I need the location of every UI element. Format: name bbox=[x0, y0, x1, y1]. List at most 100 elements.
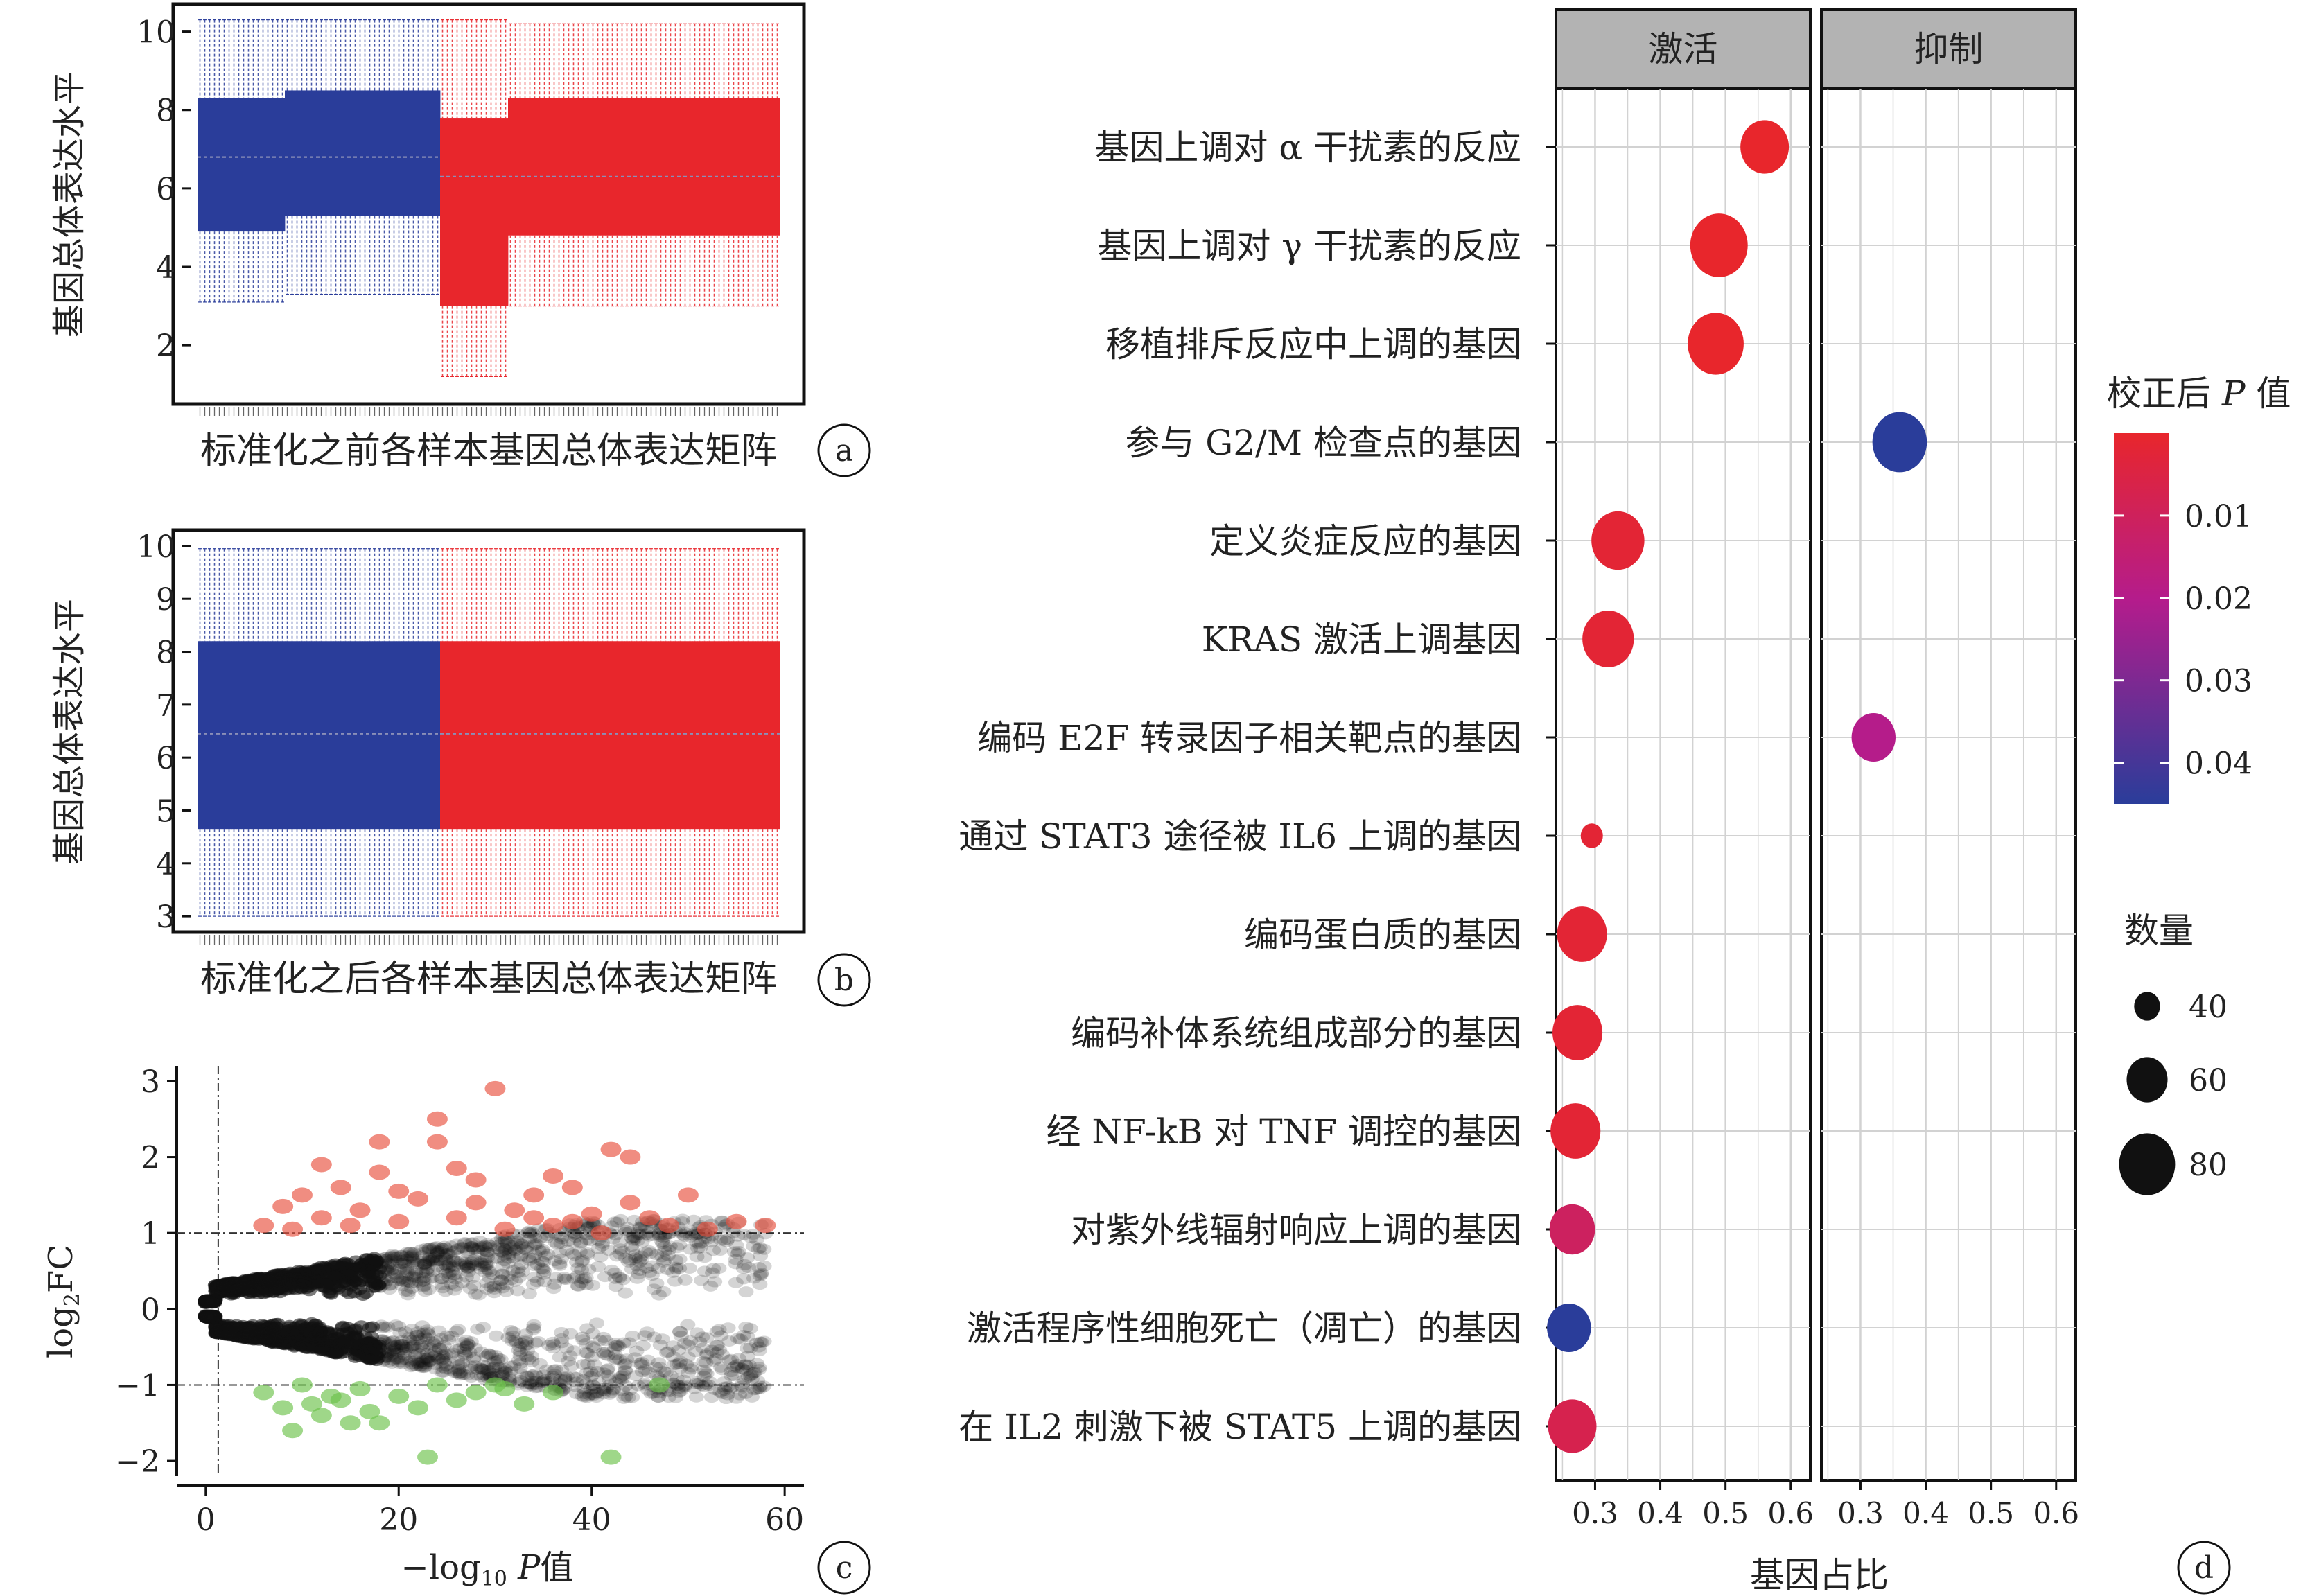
ns-point bbox=[557, 1373, 573, 1385]
box bbox=[362, 641, 368, 830]
ns-point bbox=[575, 1331, 590, 1343]
ns-point bbox=[654, 1251, 670, 1263]
ns-point bbox=[466, 1279, 482, 1291]
box bbox=[741, 98, 746, 236]
term-label: 编码 E2F 转录因子相关靶点的基因 bbox=[977, 718, 1521, 758]
box bbox=[503, 118, 509, 306]
y-tick-label: 8 bbox=[156, 635, 175, 671]
ns-point bbox=[726, 1369, 742, 1381]
panel-a-xlabel: 标准化之前各样本基因总体表达矩阵 bbox=[200, 430, 777, 472]
box bbox=[329, 90, 334, 216]
ns-point bbox=[545, 1283, 561, 1295]
ns-point bbox=[728, 1392, 744, 1404]
box bbox=[605, 98, 611, 236]
y-tick-label: 3 bbox=[156, 900, 175, 935]
ns-point bbox=[584, 1389, 600, 1401]
ns-point bbox=[728, 1239, 744, 1251]
y-tick-label: −1 bbox=[115, 1368, 160, 1403]
ns-point bbox=[518, 1244, 534, 1256]
ns-point bbox=[473, 1362, 489, 1374]
box bbox=[712, 641, 717, 830]
box bbox=[760, 641, 766, 830]
ns-point bbox=[656, 1254, 672, 1266]
ns-point bbox=[441, 1272, 457, 1283]
ns-point bbox=[594, 1240, 610, 1252]
ns-point bbox=[611, 1340, 627, 1352]
ns-point bbox=[581, 1263, 597, 1275]
box bbox=[527, 641, 533, 830]
box bbox=[484, 118, 489, 306]
box bbox=[751, 98, 756, 236]
ns-point bbox=[743, 1369, 759, 1380]
size-legend-dot bbox=[2134, 992, 2160, 1021]
ns-point bbox=[525, 1324, 541, 1335]
ns-point bbox=[390, 1254, 406, 1266]
down-point bbox=[272, 1400, 294, 1416]
panel-a-label: a bbox=[835, 433, 853, 468]
ns-point bbox=[624, 1232, 640, 1244]
ns-point bbox=[435, 1344, 450, 1356]
ns-point bbox=[457, 1236, 473, 1248]
ns-point bbox=[622, 1384, 638, 1396]
ns-point bbox=[234, 1331, 250, 1342]
term-label: 在 IL2 刺激下被 STAT5 上调的基因 bbox=[959, 1407, 1521, 1447]
ns-point bbox=[455, 1337, 471, 1349]
ns-point bbox=[541, 1340, 557, 1351]
ns-point bbox=[452, 1343, 468, 1355]
ns-point bbox=[554, 1337, 570, 1349]
box bbox=[615, 641, 620, 830]
ns-point bbox=[419, 1265, 434, 1277]
ns-point bbox=[704, 1344, 720, 1356]
box bbox=[518, 98, 523, 236]
ns-point bbox=[513, 1368, 529, 1380]
ns-point bbox=[489, 1359, 505, 1371]
ns-point bbox=[608, 1229, 624, 1241]
ns-point bbox=[463, 1336, 479, 1348]
ns-point bbox=[524, 1356, 540, 1367]
ns-point bbox=[624, 1392, 640, 1403]
ns-point bbox=[609, 1353, 624, 1365]
ns-point bbox=[698, 1357, 714, 1369]
ns-point bbox=[524, 1369, 540, 1381]
box bbox=[333, 90, 339, 216]
color-tick-label: 0.01 bbox=[2185, 499, 2252, 534]
ns-point bbox=[628, 1249, 644, 1261]
box bbox=[678, 641, 683, 830]
ns-point bbox=[674, 1382, 690, 1394]
box bbox=[362, 90, 368, 216]
ns-point bbox=[490, 1252, 506, 1264]
ns-point bbox=[394, 1344, 410, 1356]
ns-point bbox=[597, 1385, 613, 1397]
ns-point bbox=[396, 1347, 412, 1358]
ns-point bbox=[400, 1289, 416, 1301]
ns-point bbox=[426, 1241, 442, 1253]
up-point bbox=[561, 1213, 583, 1229]
box bbox=[231, 641, 237, 830]
ns-point bbox=[448, 1326, 464, 1338]
y-tick-label: 10 bbox=[137, 529, 175, 565]
up-point bbox=[590, 1225, 612, 1241]
ns-point bbox=[548, 1272, 564, 1283]
ns-point bbox=[450, 1358, 466, 1370]
ns-point bbox=[696, 1356, 712, 1367]
ns-point bbox=[438, 1363, 454, 1375]
ns-point bbox=[443, 1364, 459, 1376]
ns-point bbox=[437, 1254, 453, 1266]
box bbox=[236, 98, 242, 232]
ns-point bbox=[651, 1229, 667, 1240]
ns-point bbox=[753, 1268, 769, 1279]
ns-point bbox=[712, 1344, 728, 1356]
ns-point bbox=[446, 1260, 462, 1272]
ns-point bbox=[403, 1341, 419, 1353]
x-tick-label: 0.5 bbox=[1702, 1496, 1749, 1530]
ns-point bbox=[740, 1252, 755, 1264]
y-tick-label: 2 bbox=[156, 328, 175, 364]
y-tick-label: 5 bbox=[156, 793, 175, 829]
box bbox=[518, 641, 523, 830]
panel-b-ylabel: 基因总体表达水平 bbox=[50, 599, 89, 865]
down-point bbox=[349, 1380, 371, 1396]
down-point bbox=[446, 1392, 467, 1408]
ns-point bbox=[585, 1369, 601, 1380]
box bbox=[406, 90, 412, 216]
